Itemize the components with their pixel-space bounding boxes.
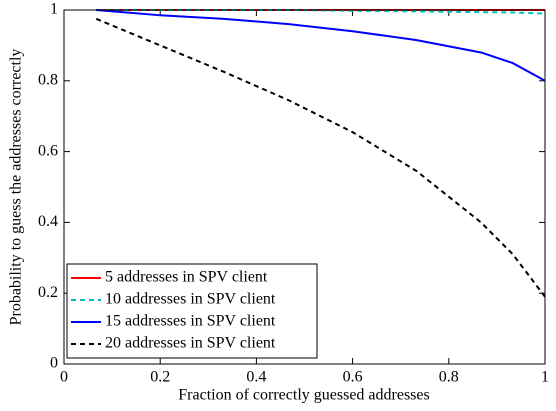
x-axis-label: Fraction of correctly guessed addresses (178, 387, 429, 404)
y-tick-label: 0.6 (38, 142, 58, 159)
x-tick-label: 0.8 (439, 369, 459, 386)
x-tick-label: 0.2 (150, 369, 170, 386)
x-tick-label: 0.6 (343, 369, 363, 386)
legend-label: 5 addresses in SPV client (105, 269, 268, 286)
y-tick-label: 0.2 (38, 284, 58, 301)
y-tick-label: 0.8 (38, 71, 58, 88)
y-axis-label: Probability to guess the addresses corre… (8, 49, 25, 326)
y-tick-label: 1 (50, 1, 58, 18)
plot-frame (63, 9, 546, 365)
x-tick-label: 1 (541, 369, 549, 386)
legend-label: 10 addresses in SPV client (105, 291, 276, 308)
legend-label: 15 addresses in SPV client (105, 313, 276, 330)
legend-box (66, 263, 318, 359)
y-tick-label: 0.4 (38, 213, 58, 230)
series-line (96, 9, 546, 82)
x-tick-label: 0 (60, 369, 68, 386)
legend-label: 20 addresses in SPV client (105, 335, 276, 352)
y-tick-label: 0 (50, 355, 58, 372)
series-line (95, 17, 546, 298)
x-tick-label: 0.4 (246, 369, 266, 386)
